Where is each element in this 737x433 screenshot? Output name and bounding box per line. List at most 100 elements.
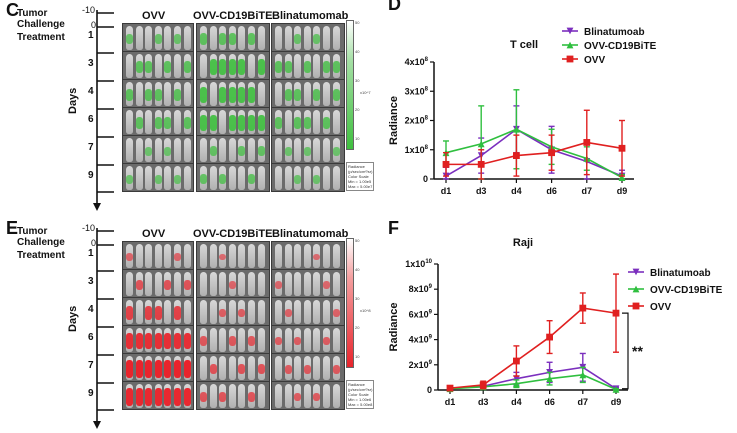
mouse-image [135, 384, 143, 408]
mouse-image [303, 356, 311, 380]
data-point [513, 357, 520, 365]
signal-spot [275, 61, 282, 73]
mouse-image [238, 54, 246, 78]
signal-spot [238, 145, 246, 157]
mouse-image [145, 54, 153, 78]
mouse-image [126, 110, 133, 134]
signal-spot [183, 388, 191, 406]
mouse-image [164, 82, 172, 106]
mouse-image [313, 300, 321, 324]
imaging-strip [196, 353, 270, 382]
data-point [546, 375, 553, 383]
day-label: 6 [88, 332, 94, 343]
mouse-image [219, 272, 227, 296]
imaging-strip [271, 297, 345, 326]
mouse-image [126, 166, 133, 190]
series-line [446, 141, 623, 166]
day-label: 6 [88, 114, 94, 125]
signal-spot [303, 146, 311, 156]
colorbar-info-line: (p/sec/cm²/sr) [348, 169, 373, 174]
mouse-image [332, 82, 340, 106]
mouse-image [200, 244, 207, 268]
signal-spot [183, 360, 191, 378]
mouse-image [257, 356, 265, 380]
mouse-image [228, 328, 236, 352]
mouse-image [228, 384, 236, 408]
mouse-image [209, 166, 217, 190]
mouse-image [183, 82, 191, 106]
signal-spot [219, 87, 227, 103]
signal-spot [135, 117, 143, 129]
mouse-image [219, 110, 227, 134]
mouse-image [154, 384, 162, 408]
signal-spot [228, 59, 236, 75]
signal-spot [313, 174, 321, 184]
mouse-image [145, 110, 153, 134]
mouse-image [145, 300, 153, 324]
mouse-image [313, 138, 321, 162]
colorbar-tick: 20 [355, 325, 360, 330]
mouse-image [200, 82, 207, 106]
signal-spot [313, 392, 321, 402]
group-label: Blinatumomab [272, 10, 349, 22]
mouse-image [257, 272, 265, 296]
signal-spot [183, 117, 191, 129]
days-axis-line [93, 228, 114, 429]
data-point [579, 371, 587, 379]
x-tick-label: d3 [478, 397, 489, 407]
mouse-image [284, 384, 292, 408]
mouse-image [323, 138, 330, 162]
mouse-image [294, 26, 302, 50]
mouse-image [183, 138, 191, 162]
y-tick-label: 4x109 [409, 335, 433, 345]
mouse-image [323, 82, 330, 106]
mouse-image [209, 328, 217, 352]
mouse-image [135, 138, 143, 162]
legend-label: OVV [584, 55, 605, 66]
mouse-image [145, 272, 153, 296]
mouse-image [209, 300, 217, 324]
signal-spot [154, 89, 162, 101]
signal-spot [248, 87, 255, 103]
x-tick-label: d9 [611, 397, 622, 407]
signal-spot [313, 34, 321, 44]
x-tick-label: d1 [445, 397, 456, 407]
day-label: 3 [88, 58, 94, 69]
mouse-image [275, 26, 282, 50]
colorbar-info-line: Color Scale [348, 392, 369, 397]
day-label: 1 [88, 248, 94, 259]
imaging-strip [122, 135, 194, 164]
mouse-image [303, 110, 311, 134]
signal-spot [323, 281, 330, 289]
signal-spot [200, 87, 207, 103]
signal-spot [154, 360, 162, 378]
mouse-image [303, 82, 311, 106]
mouse-image [164, 356, 172, 380]
mouse-image [275, 356, 282, 380]
mouse-image [154, 26, 162, 50]
significance-annotation: ** [632, 343, 643, 359]
tumor-challenge-label: Tumor Challenge [17, 8, 65, 30]
mouse-image [313, 110, 321, 134]
mouse-image [257, 138, 265, 162]
mouse-image [174, 272, 181, 296]
mouse-image [257, 82, 265, 106]
imaging-strip [271, 79, 345, 108]
mouse-image [174, 328, 181, 352]
signal-spot [145, 388, 153, 406]
mouse-image [294, 328, 302, 352]
signal-spot [145, 360, 153, 378]
colorbar-info-line: Min = 1.00e5 [348, 179, 372, 184]
signal-spot [164, 279, 172, 291]
mouse-image [313, 26, 321, 50]
signal-spot [135, 360, 143, 378]
signal-spot [228, 115, 236, 131]
signal-spot [154, 388, 162, 406]
signal-spot [323, 336, 330, 346]
imaging-strip [271, 51, 345, 80]
signal-spot [145, 89, 153, 101]
signal-spot [257, 145, 265, 157]
signal-spot [145, 146, 153, 156]
mouse-image [183, 166, 191, 190]
mouse-image [154, 244, 162, 268]
